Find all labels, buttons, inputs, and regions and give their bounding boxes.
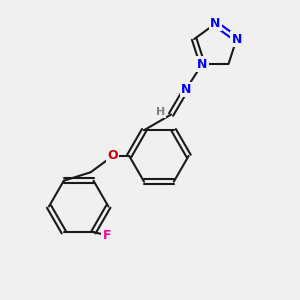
Text: N: N (231, 33, 242, 46)
Text: N: N (181, 83, 191, 96)
Text: O: O (107, 149, 118, 162)
Text: F: F (103, 229, 111, 242)
Text: H: H (156, 106, 165, 117)
Text: N: N (210, 17, 220, 30)
Text: N: N (197, 58, 208, 70)
